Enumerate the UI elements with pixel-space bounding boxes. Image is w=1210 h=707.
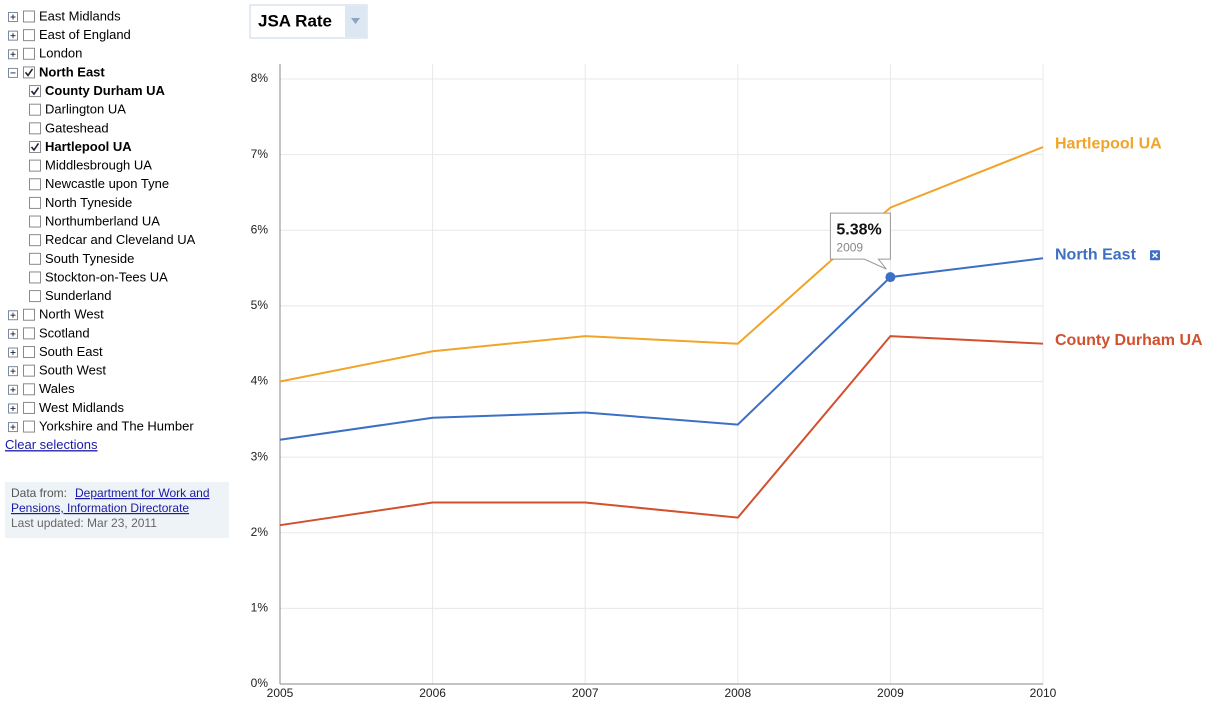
series-line — [279, 257, 1044, 441]
area-label[interactable]: Redcar and Cleveland UA — [45, 232, 196, 247]
checkbox[interactable] — [23, 346, 35, 359]
check-mark — [30, 143, 40, 152]
area-label[interactable]: Hartlepool UA — [45, 139, 132, 154]
tooltip-box — [829, 212, 891, 270]
check-mark — [30, 87, 40, 96]
series-line — [279, 146, 1044, 383]
region-label[interactable]: North West — [39, 307, 104, 322]
region-label[interactable]: East Midlands — [39, 8, 121, 23]
area-label[interactable]: Stockton-on-Tees UA — [45, 269, 168, 284]
region-label[interactable]: South East — [39, 344, 103, 359]
region-label[interactable]: Wales — [39, 381, 75, 396]
checkbox[interactable] — [23, 308, 35, 321]
area-label[interactable]: Darlington UA — [45, 102, 126, 117]
checkbox[interactable] — [23, 47, 35, 60]
x-tick-label: 2006 — [419, 686, 446, 700]
y-tick-label: 8% — [251, 71, 269, 85]
y-tick-label: 1% — [251, 601, 269, 615]
y-tick-label: 5% — [251, 298, 269, 312]
checkbox[interactable] — [29, 234, 41, 247]
source-text: Data from: — [11, 486, 67, 500]
remove-cross — [1151, 252, 1159, 259]
area-label[interactable]: South Tyneside — [45, 251, 134, 266]
highlight-point[interactable] — [885, 272, 896, 283]
check-mark — [24, 68, 34, 77]
checkbox[interactable] — [29, 85, 41, 98]
checkbox[interactable] — [23, 401, 35, 414]
checkbox[interactable] — [23, 29, 35, 42]
checkbox[interactable] — [23, 420, 35, 433]
checkbox[interactable] — [29, 140, 41, 153]
series-label[interactable]: County Durham UA — [1055, 332, 1203, 349]
region-label[interactable]: London — [39, 46, 82, 61]
region-label[interactable]: West Midlands — [39, 400, 125, 415]
area-label[interactable]: Gateshead — [45, 120, 109, 135]
checkbox[interactable] — [23, 66, 35, 79]
x-tick-label: 2008 — [724, 686, 751, 700]
series-label[interactable]: Hartlepool UA — [1055, 135, 1162, 152]
area-label[interactable]: Northumberland UA — [45, 213, 160, 228]
x-tick-label: 2009 — [877, 686, 904, 700]
checkbox[interactable] — [29, 178, 41, 191]
tooltip-year: 2009 — [836, 240, 863, 254]
area-label[interactable]: Newcastle upon Tyne — [45, 176, 169, 191]
checkbox[interactable] — [29, 196, 41, 209]
region-label[interactable]: North East — [39, 64, 105, 79]
checkbox[interactable] — [23, 364, 35, 377]
y-tick-label: 0% — [251, 676, 269, 690]
checkbox[interactable] — [29, 122, 41, 135]
area-label[interactable]: Middlesbrough UA — [45, 158, 152, 173]
region-label[interactable]: Scotland — [39, 325, 90, 340]
checkbox[interactable] — [29, 103, 41, 116]
tooltip-value: 5.38% — [836, 221, 881, 238]
metric-label: JSA Rate — [258, 11, 332, 30]
area-label[interactable]: County Durham UA — [45, 83, 166, 98]
checkbox[interactable] — [23, 383, 35, 396]
area-label[interactable]: Sunderland — [45, 288, 112, 303]
y-tick-label: 3% — [251, 449, 269, 463]
region-label[interactable]: South West — [39, 363, 106, 378]
y-tick-label: 7% — [251, 147, 269, 161]
y-tick-label: 6% — [251, 222, 269, 236]
checkbox[interactable] — [23, 10, 35, 23]
y-tick-label: 2% — [251, 525, 269, 539]
checkbox[interactable] — [29, 159, 41, 172]
dropdown-arrow — [351, 18, 360, 24]
x-tick-label: 2005 — [267, 686, 294, 700]
series-label[interactable]: North East — [1055, 246, 1137, 263]
clear-link[interactable]: Clear selections — [5, 437, 98, 452]
checkbox[interactable] — [23, 327, 35, 340]
series-line — [279, 335, 1044, 527]
source-box — [5, 482, 229, 538]
checkbox[interactable] — [29, 290, 41, 303]
source-link[interactable]: Department for Work and Pensions, Informa… — [11, 486, 210, 515]
checkbox[interactable] — [29, 271, 41, 284]
source-prefix: Data from: — [11, 486, 67, 500]
checkbox[interactable] — [29, 215, 41, 228]
region-label[interactable]: Yorkshire and The Humber — [39, 419, 194, 434]
x-tick-label: 2010 — [1030, 686, 1057, 700]
source-updated: Last updated: Mar 23, 2011 — [11, 516, 157, 530]
area-label[interactable]: North Tyneside — [45, 195, 132, 210]
checkbox[interactable] — [29, 252, 41, 265]
y-tick-label: 4% — [251, 374, 269, 388]
region-label[interactable]: East of England — [39, 27, 131, 42]
x-tick-label: 2007 — [572, 686, 599, 700]
